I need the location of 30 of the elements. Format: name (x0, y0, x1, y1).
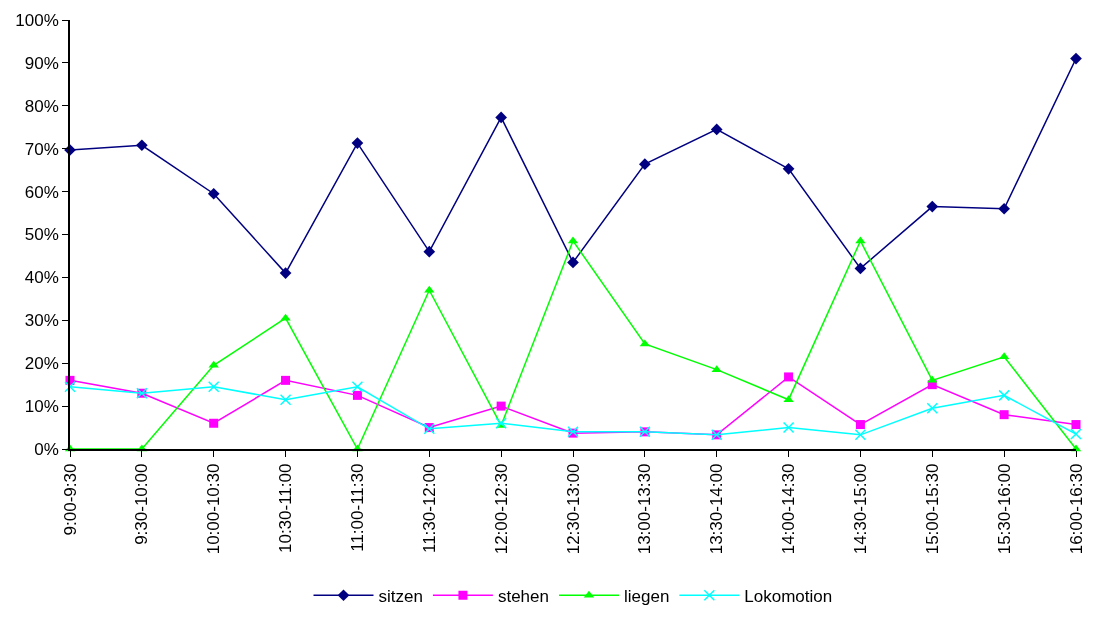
y-tick-label: 100% (15, 10, 59, 30)
x-tick-label: 14:00-14:30 (779, 463, 799, 555)
x-tick-label: 11:00-11:30 (347, 463, 367, 552)
x-tick-label: 13:30-14:00 (707, 463, 727, 555)
x-tick-label: 15:00-15:30 (922, 463, 942, 555)
x-tick-label: 14:30-15:00 (850, 463, 870, 555)
x-tick-label: 12:30-13:00 (563, 463, 583, 555)
y-tick-label: 0% (34, 439, 59, 459)
y-tick-label: 50% (24, 225, 59, 245)
y-tick-label: 90% (24, 53, 59, 73)
x-tick-label: 11:30-12:00 (419, 463, 439, 554)
x-tick-label: 16:00-16:30 (1066, 463, 1086, 555)
y-tick-label: 40% (24, 268, 59, 288)
y-tick-label: 70% (24, 139, 59, 159)
x-tick-label: 10:30-11:00 (276, 463, 296, 554)
y-tick-label: 80% (24, 96, 59, 116)
legend-label: stehen (497, 586, 549, 606)
legend-label: sitzen (378, 586, 423, 606)
x-tick-label: 9:00-9:30 (60, 463, 80, 536)
x-tick-label: 12:00-12:30 (491, 463, 511, 555)
y-tick-label: 30% (24, 311, 59, 331)
y-tick-label: 60% (24, 182, 59, 202)
x-tick-label: 13:00-13:30 (635, 463, 655, 555)
x-tick-label: 15:30-16:00 (994, 463, 1014, 555)
y-tick-label: 10% (24, 397, 59, 417)
x-tick-label: 9:30-10:00 (132, 463, 152, 545)
x-tick-label: 10:00-10:30 (204, 463, 224, 555)
y-tick-label: 20% (24, 354, 59, 374)
legend-label: liegen (623, 586, 670, 606)
legend-label: Lokomotion (744, 586, 833, 606)
